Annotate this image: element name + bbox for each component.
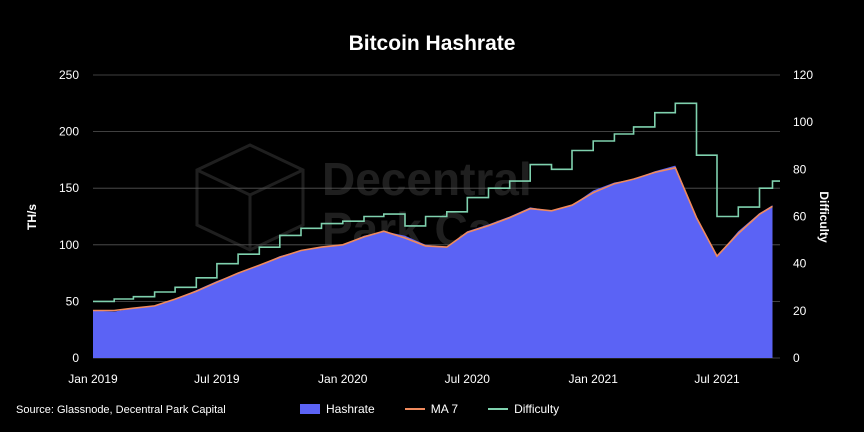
y-tick-label-0: 0 <box>72 351 79 365</box>
y2-tick-label-120: 120 <box>793 68 813 82</box>
source-note: Source: Glassnode, Decentral Park Capita… <box>16 404 226 416</box>
legend-item-ma7: MA 7 <box>404 402 459 416</box>
legend: Hashrate MA 7 Difficulty <box>300 402 589 416</box>
y-tick-label-50: 50 <box>66 294 80 308</box>
y2-axis-label: Difficulty <box>817 191 831 243</box>
y2-tick-label-60: 60 <box>793 210 807 224</box>
svg-text:Decentral: Decentral <box>322 153 532 205</box>
chart-title: Bitcoin Hashrate <box>349 32 516 55</box>
legend-item-difficulty: Difficulty <box>488 402 559 416</box>
x-tick-label-2: Jan 2020 <box>318 372 368 386</box>
y-tick-label-100: 100 <box>59 238 79 252</box>
x-tick-label-1: Jul 2019 <box>194 372 240 386</box>
y2-tick-label-100: 100 <box>793 115 813 129</box>
legend-item-hashrate: Hashrate <box>300 402 375 416</box>
series-hashrate-area <box>93 165 773 358</box>
x-tick-label-3: Jul 2020 <box>445 372 491 386</box>
y2-tick-label-80: 80 <box>793 162 807 176</box>
y2-tick-label-0: 0 <box>793 351 800 365</box>
legend-swatch-difficulty <box>488 408 509 410</box>
y2-tick-label-40: 40 <box>793 257 807 271</box>
y-tick-label-250: 250 <box>59 68 79 82</box>
y-axis-label: TH/s <box>25 204 39 230</box>
x-tick-label-5: Jul 2021 <box>694 372 740 386</box>
axes: 0 50 100 150 200 250 0 20 40 60 80 100 120 Jan 2019 Ju… <box>59 68 813 386</box>
legend-swatch-hashrate <box>300 404 320 414</box>
legend-label-hashrate: Hashrate <box>326 402 375 416</box>
y2-tick-label-20: 20 <box>793 304 807 318</box>
series-difficulty-line <box>93 102 780 303</box>
legend-label-difficulty: Difficulty <box>514 402 560 416</box>
legend-swatch-ma7 <box>404 408 425 410</box>
series-ma7-line <box>93 166 773 312</box>
y-tick-label-150: 150 <box>59 181 79 195</box>
legend-label-ma7: MA 7 <box>430 402 459 416</box>
y-tick-label-200: 200 <box>59 125 79 139</box>
x-tick-label-4: Jan 2021 <box>569 372 619 386</box>
plot-area <box>93 102 780 358</box>
x-tick-label-0: Jan 2019 <box>68 372 118 386</box>
